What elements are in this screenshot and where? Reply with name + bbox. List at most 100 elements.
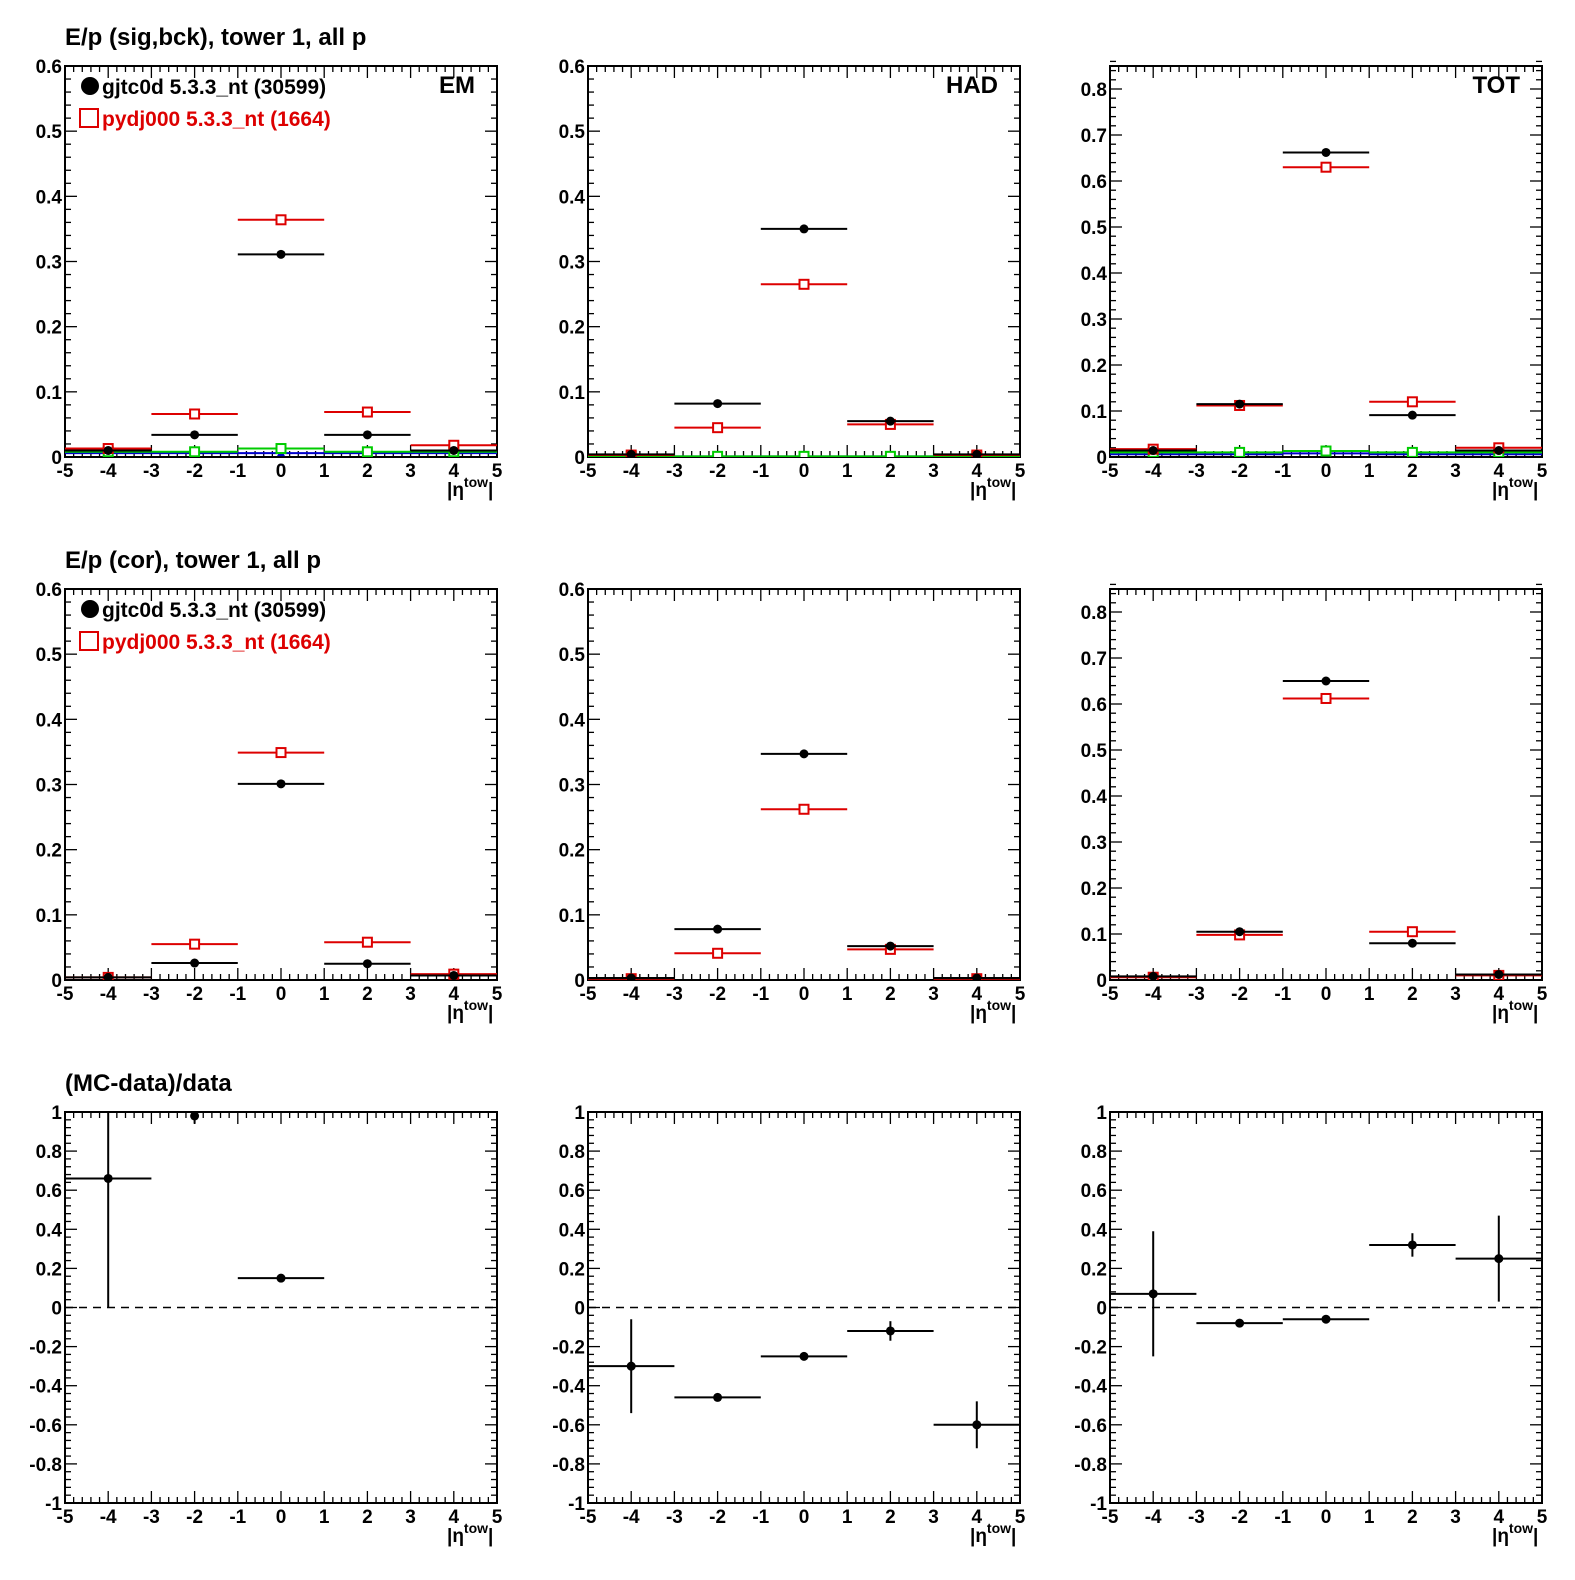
- data-point: [798, 803, 810, 815]
- legend-marker: [81, 77, 99, 95]
- data-point: [190, 958, 200, 968]
- x-tick-label: -2: [1231, 984, 1248, 1005]
- data-point: [972, 1420, 982, 1430]
- x-axis-label-sup: tow: [1509, 997, 1533, 1013]
- data-point: [1494, 969, 1504, 979]
- x-axis-label-main: |η: [447, 480, 464, 501]
- x-tick-label: -5: [1102, 984, 1119, 1005]
- data-point: [626, 1361, 636, 1371]
- x-tick-label: 4: [972, 1507, 983, 1528]
- x-tick-label: 0: [276, 984, 287, 1005]
- y-tick-label: 0.2: [1081, 879, 1107, 900]
- y-tick-label: 0.7: [1081, 649, 1107, 670]
- legend-label: gjtc0d 5.3.3_nt (30599): [102, 599, 326, 622]
- x-tick-label: 2: [1407, 1507, 1418, 1528]
- x-axis-label-sup: tow: [464, 474, 488, 490]
- y-tick-label: 0.2: [559, 841, 585, 862]
- x-tick-label: -2: [186, 1507, 203, 1528]
- x-tick-label: -5: [1102, 1507, 1119, 1528]
- x-tick-label: 3: [1450, 984, 1461, 1005]
- series-1: [1110, 676, 1542, 980]
- x-tick-label: -2: [1231, 1507, 1248, 1528]
- data-point: [189, 938, 201, 950]
- y-tick-label: 0.4: [559, 710, 586, 731]
- y-tick-label: 0.2: [559, 1259, 585, 1280]
- x-tick-label: 0: [799, 461, 810, 482]
- x-tick-label: -1: [229, 461, 246, 482]
- x-axis-label-end: |: [488, 480, 493, 501]
- y-tick-label: 0.3: [559, 776, 585, 797]
- y-tick-label: 1: [51, 1103, 62, 1124]
- x-tick-label: 3: [928, 461, 939, 482]
- y-tick-label: 0.3: [36, 776, 62, 797]
- x-tick-label: -4: [100, 984, 117, 1005]
- x-tick-label: -4: [623, 461, 640, 482]
- data-point: [1234, 446, 1246, 457]
- y-tick-label: 1: [574, 1103, 585, 1124]
- legend-label: gjtc0d 5.3.3_nt (30599): [102, 76, 326, 99]
- x-tick-label: 5: [492, 461, 503, 482]
- data-point: [972, 449, 982, 457]
- x-axis-label-main: |η: [1492, 1526, 1509, 1547]
- x-axis-label: |ηtow|: [447, 474, 493, 501]
- x-tick-label: -1: [1274, 1507, 1291, 1528]
- data-point: [1148, 1289, 1158, 1299]
- y-tick-label: 0.7: [1081, 126, 1107, 147]
- y-tick-label: 0.2: [36, 841, 62, 862]
- data-point: [799, 224, 809, 234]
- plot-frame: [587, 588, 1021, 981]
- y-tick-label: 0.4: [559, 187, 586, 208]
- y-tick-label: 0.8: [559, 1142, 585, 1163]
- x-tick-label: 2: [885, 984, 896, 1005]
- x-tick-label: -4: [100, 461, 117, 482]
- panel-4: -5 -4 -3 -2 -1 0 1 2 3 4 5 0 0.1 0.2 0.3 0.4 0.5 0.6 |ηtow…: [36, 547, 503, 1024]
- series-2: [588, 278, 1020, 457]
- y-tick-label: 0.5: [559, 122, 586, 143]
- x-tick-label: 5: [1537, 1507, 1548, 1528]
- data-point: [361, 446, 373, 457]
- x-tick-label: 5: [1015, 984, 1026, 1005]
- data-point: [361, 936, 373, 948]
- data-point: [885, 416, 895, 426]
- data-point: [189, 408, 201, 420]
- x-tick-label: 0: [1321, 461, 1332, 482]
- y-tick-label: 0.2: [1081, 356, 1107, 377]
- data-layer: [65, 1112, 325, 1308]
- panel-8: -5 -4 -3 -2 -1 0 1 2 3 4 5 -1 -0.8 -0.6 -0.4 -0.2 0 0.2 0.…: [552, 1103, 1025, 1547]
- legend-label: pydj000 5.3.3_nt (1664): [102, 108, 331, 131]
- x-tick-label: 0: [799, 984, 810, 1005]
- series-1: [1110, 1215, 1542, 1357]
- data-layer: [588, 749, 1020, 980]
- y-tick-label: 0.5: [1081, 741, 1108, 762]
- x-tick-label: 2: [362, 984, 373, 1005]
- data-point: [103, 1173, 113, 1183]
- x-axis-label-end: |: [488, 1003, 493, 1024]
- x-axis-label-end: |: [1533, 1526, 1538, 1547]
- y-tick-label: 0.6: [1081, 695, 1107, 716]
- panel-title: E/p (sig,bck), tower 1, all p: [65, 24, 366, 51]
- panel-5: -5 -4 -3 -2 -1 0 1 2 3 4 5 0 0.1 0.2 0.3 0.4 0.5 0.6 |ηtow…: [559, 580, 1026, 1024]
- x-tick-label: 4: [972, 461, 983, 482]
- y-tick-label: 0.6: [1081, 1181, 1107, 1202]
- x-axis-label-sup: tow: [987, 474, 1011, 490]
- x-axis-label-sup: tow: [987, 997, 1011, 1013]
- x-tick-label: -2: [709, 1507, 726, 1528]
- data-layer: [588, 224, 1020, 457]
- x-axis-label-main: |η: [1492, 1003, 1509, 1024]
- x-tick-label: -1: [1274, 984, 1291, 1005]
- x-tick-label: -5: [580, 984, 597, 1005]
- y-tick-label: 0.6: [36, 1181, 62, 1202]
- y-tick-label: 0.8: [36, 1142, 62, 1163]
- data-point: [190, 1112, 200, 1121]
- panel-7: -5 -4 -3 -2 -1 0 1 2 3 4 5 -1 -0.8 -0.6 -0.4 -0.2 0 0.2 0.…: [29, 1070, 502, 1547]
- x-tick-label: -4: [623, 1507, 640, 1528]
- data-point: [1406, 396, 1418, 408]
- data-point: [276, 249, 286, 259]
- x-tick-label: 1: [842, 461, 853, 482]
- panel-2: -5 -4 -3 -2 -1 0 1 2 3 4 5 0 0.1 0.2 0.3 0.4 0.5 0.6 |ηtow…: [559, 57, 1026, 501]
- data-point: [713, 1392, 723, 1402]
- data-point: [275, 214, 287, 226]
- x-axis-label: |ηtow|: [1492, 1520, 1538, 1547]
- data-point: [449, 970, 459, 980]
- x-tick-label: 4: [1494, 1507, 1505, 1528]
